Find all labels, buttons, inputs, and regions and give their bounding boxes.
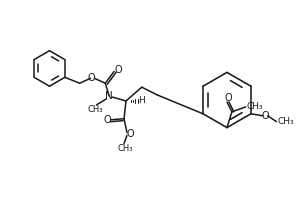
Text: O: O (114, 65, 122, 75)
Text: H: H (138, 97, 145, 105)
Text: CH₃: CH₃ (88, 105, 103, 114)
Text: O: O (103, 115, 111, 125)
Polygon shape (126, 99, 138, 103)
Text: CH₃: CH₃ (277, 117, 294, 126)
Text: CH₃: CH₃ (246, 102, 263, 111)
Text: O: O (88, 73, 95, 83)
Text: N: N (105, 91, 113, 101)
Text: CH₃: CH₃ (117, 144, 133, 153)
Text: O: O (224, 93, 232, 103)
Text: O: O (126, 129, 134, 139)
Text: O: O (262, 111, 270, 121)
